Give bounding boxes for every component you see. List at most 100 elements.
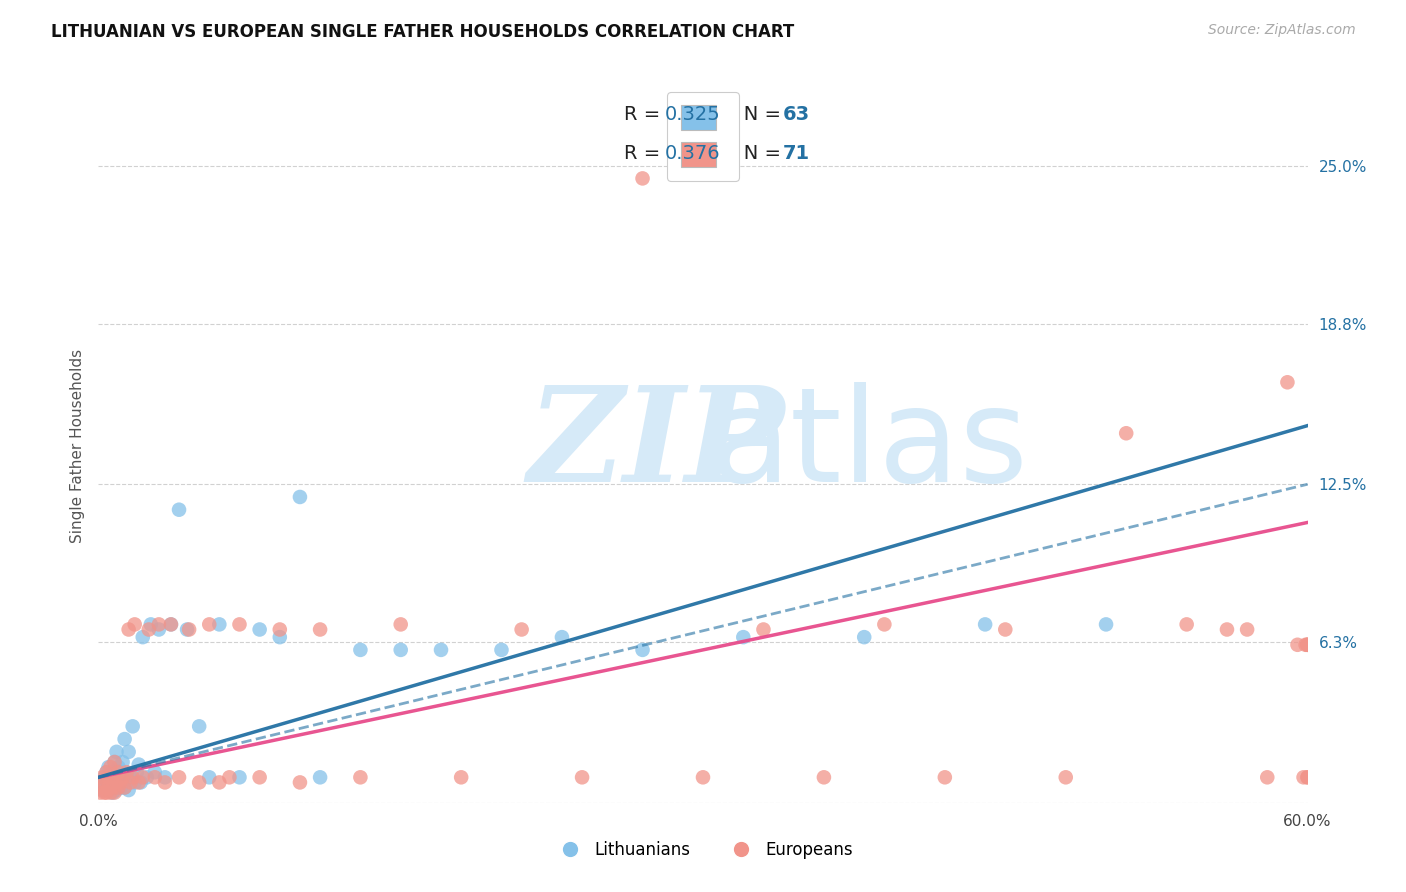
Point [1216,623,1239,637]
Point [1277,376,1299,390]
Point [105,775,128,789]
Point [111,770,134,784]
Point [96,765,118,780]
Point [135,770,157,784]
Point [91,780,114,795]
Point [389,643,412,657]
Point [148,623,170,637]
Point [96,780,118,795]
Point [631,171,654,186]
Point [111,755,134,769]
Legend: Lithuanians, Europeans: Lithuanians, Europeans [546,835,860,866]
Point [491,643,513,657]
Point [101,770,124,784]
Point [120,775,142,789]
Point [139,617,162,632]
Point [873,617,896,632]
Point [208,617,231,632]
Point [1292,770,1315,784]
Point [97,783,120,797]
Point [132,770,155,784]
Point [121,770,143,784]
Point [125,765,148,780]
Point [288,490,311,504]
Point [129,775,152,789]
Point [752,623,775,637]
Point [269,623,291,637]
Point [93,770,115,784]
Point [105,770,128,784]
Point [309,770,332,784]
Point [160,617,183,632]
Point [188,775,211,789]
Point [1115,426,1137,441]
Point [120,770,142,784]
Point [100,770,122,784]
Point [138,623,160,637]
Text: N =: N = [724,144,787,163]
Point [198,770,221,784]
Point [93,775,115,789]
Point [153,770,176,784]
Point [118,783,141,797]
Text: 0.325: 0.325 [664,104,720,124]
Point [551,630,574,644]
Point [198,617,221,632]
Point [1256,770,1278,784]
Point [115,770,138,784]
Point [101,786,124,800]
Point [105,783,128,797]
Point [103,780,125,795]
Point [228,770,250,784]
Point [96,786,118,800]
Point [309,623,332,637]
Point [132,630,155,644]
Point [105,745,128,759]
Point [389,617,412,632]
Point [89,786,111,800]
Point [110,775,132,789]
Point [110,780,132,795]
Text: 63: 63 [783,104,810,124]
Point [571,770,593,784]
Point [1054,770,1077,784]
Point [124,617,146,632]
Point [853,630,876,644]
Point [101,780,124,795]
Point [107,760,129,774]
Point [813,770,835,784]
Point [1095,617,1118,632]
Point [103,786,125,800]
Point [1296,638,1319,652]
Point [1175,617,1198,632]
Point [97,775,120,789]
Text: Source: ZipAtlas.com: Source: ZipAtlas.com [1208,23,1355,37]
Point [510,623,533,637]
Point [1236,623,1258,637]
Point [288,775,311,789]
Point [179,623,201,637]
Point [110,765,132,780]
Point [1295,638,1317,652]
Point [249,770,271,784]
Point [974,617,997,632]
Point [143,770,166,784]
Point [1296,638,1319,652]
Point [188,719,211,733]
Point [269,630,291,644]
Point [114,780,136,795]
Text: ZIP: ZIP [527,382,785,510]
Point [160,617,183,632]
Text: 71: 71 [783,144,810,163]
Point [934,770,956,784]
Point [93,786,115,800]
Point [733,630,755,644]
Point [111,775,134,789]
Point [143,765,166,780]
Point [121,719,143,733]
Point [100,780,122,795]
Point [97,770,120,784]
Point [100,786,122,800]
Text: R =: R = [624,104,666,124]
Point [93,775,115,789]
